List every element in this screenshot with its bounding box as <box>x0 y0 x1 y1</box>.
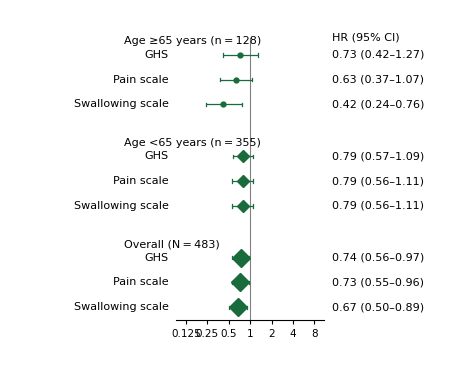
Text: Pain scale: Pain scale <box>113 75 169 85</box>
Text: 0.67 (0.50–0.89): 0.67 (0.50–0.89) <box>332 302 424 312</box>
Text: Overall (N = 483): Overall (N = 483) <box>124 239 220 249</box>
Text: 0.73 (0.42–1.27): 0.73 (0.42–1.27) <box>332 50 424 60</box>
Text: Pain scale: Pain scale <box>113 176 169 186</box>
Text: 0.79 (0.56–1.11): 0.79 (0.56–1.11) <box>332 201 424 211</box>
Text: GHS: GHS <box>144 50 169 60</box>
Text: GHS: GHS <box>144 253 169 263</box>
Text: 0.73 (0.55–0.96): 0.73 (0.55–0.96) <box>332 277 424 288</box>
Text: Swallowing scale: Swallowing scale <box>74 302 169 312</box>
Text: 0.79 (0.56–1.11): 0.79 (0.56–1.11) <box>332 176 424 186</box>
Text: HR (95% CI): HR (95% CI) <box>332 33 399 42</box>
Text: Swallowing scale: Swallowing scale <box>74 201 169 211</box>
Text: Age ≥65 years (n = 128): Age ≥65 years (n = 128) <box>124 36 261 46</box>
Text: Swallowing scale: Swallowing scale <box>74 99 169 109</box>
Text: Pain scale: Pain scale <box>113 277 169 288</box>
Text: 0.79 (0.57–1.09): 0.79 (0.57–1.09) <box>332 151 424 161</box>
Text: Age <65 years (n = 355): Age <65 years (n = 355) <box>124 138 261 148</box>
Text: 0.42 (0.24–0.76): 0.42 (0.24–0.76) <box>332 99 424 109</box>
Text: GHS: GHS <box>144 151 169 161</box>
Text: 0.74 (0.56–0.97): 0.74 (0.56–0.97) <box>332 253 424 263</box>
Text: 0.63 (0.37–1.07): 0.63 (0.37–1.07) <box>332 75 424 85</box>
